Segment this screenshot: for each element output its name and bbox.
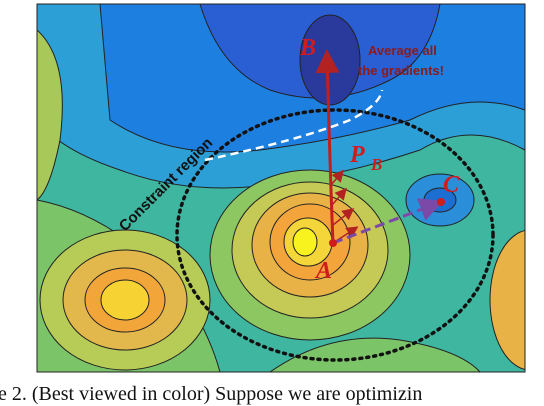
label-p: P <box>349 142 365 168</box>
label-p-sub: B <box>370 155 382 174</box>
caption: e 2. (Best viewed in color) Suppose we a… <box>0 383 422 405</box>
point-a <box>329 239 337 247</box>
boundary-path <box>204 89 384 162</box>
update-arrow <box>332 198 444 245</box>
point-c <box>437 198 445 206</box>
label-b: B <box>299 35 316 61</box>
contour-plot <box>37 4 525 372</box>
annotation: the gradients! <box>358 63 444 78</box>
plot-frame <box>36 3 526 373</box>
constraint-region <box>175 108 495 362</box>
label-c: C <box>443 172 460 198</box>
annotation: Average all <box>368 43 437 58</box>
label-a: A <box>314 258 332 284</box>
gradient-path <box>315 49 340 244</box>
